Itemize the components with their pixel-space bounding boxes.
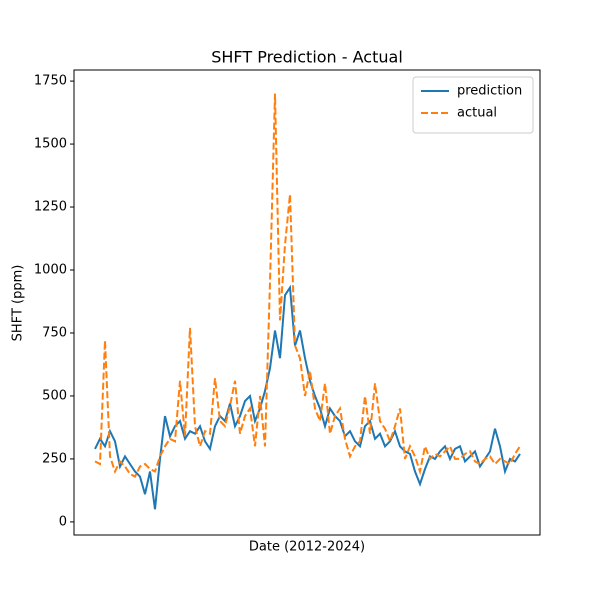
y-tick-label: 250 [42, 451, 67, 466]
data-line [94, 284, 521, 510]
y-tick-label: 0 [59, 514, 67, 529]
plot-frame [73, 69, 541, 536]
y-tick-label: 1750 [34, 74, 67, 89]
y-tick-label: 500 [42, 388, 67, 403]
chart-title: SHFT Prediction - Actual [211, 48, 403, 67]
x-axis-label: Date (2012-2024) [249, 540, 365, 555]
y-tick-label: 1250 [34, 200, 67, 215]
y-tick-label: 1500 [34, 137, 67, 152]
y-tick-label: 1000 [34, 263, 67, 278]
y-tick-label: 750 [42, 325, 67, 340]
data-line [94, 93, 521, 478]
y-axis-label: SHFT (ppm) [11, 265, 26, 342]
legend-label: prediction [457, 84, 522, 99]
legend-label: actual [457, 106, 497, 121]
